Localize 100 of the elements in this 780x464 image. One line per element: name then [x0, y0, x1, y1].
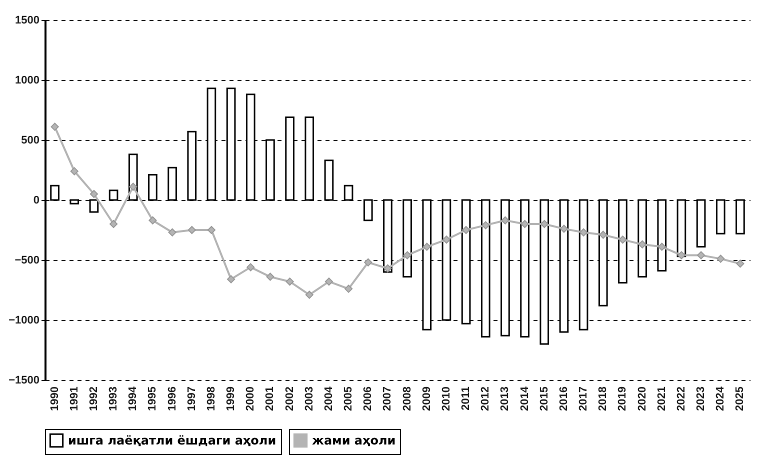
x-tick-label: 2022: [675, 386, 688, 411]
x-tick-label: 1998: [205, 386, 218, 411]
bar: [206, 88, 216, 201]
x-tick-label: 1992: [88, 386, 100, 411]
point: [658, 242, 666, 251]
bar: [736, 199, 745, 234]
bar: [461, 199, 471, 324]
x-tick-label: 1995: [146, 386, 159, 411]
x-tick-label: 1994: [127, 386, 140, 411]
x-tick-label: 1999: [225, 386, 238, 411]
bar: [383, 199, 392, 273]
bar: [148, 174, 158, 201]
point: [227, 275, 236, 284]
x-tick-label: 1996: [166, 386, 178, 411]
bar: [168, 166, 177, 201]
y-tick-label: 1000: [15, 74, 40, 86]
bar: [344, 184, 354, 201]
bar: [598, 199, 608, 306]
point: [618, 236, 627, 244]
y-tick-label: 0: [33, 194, 40, 206]
x-tick-label: 2020: [636, 386, 648, 411]
x-tick-label: 2005: [342, 386, 355, 411]
bar: [638, 199, 647, 278]
bar: [480, 199, 490, 338]
x-tick-label: 2002: [284, 386, 296, 411]
bar: [187, 130, 197, 201]
bar: [70, 199, 80, 204]
point: [403, 251, 412, 260]
bar: [226, 88, 236, 201]
legend-label: жами аҳоли: [312, 434, 396, 448]
point: [520, 220, 529, 228]
x-tick-label: 2007: [382, 386, 394, 411]
point: [442, 236, 450, 244]
bar: [324, 160, 334, 201]
x-tick-label: 2014: [518, 386, 531, 411]
point: [422, 242, 431, 251]
x-tick-label: 2021: [656, 386, 668, 411]
bar: [716, 199, 726, 234]
point: [560, 224, 568, 233]
point: [129, 182, 138, 191]
x-tick-label: 1991: [68, 386, 80, 411]
point: [70, 167, 78, 176]
point: [716, 254, 725, 263]
point: [90, 190, 98, 198]
bar: [50, 184, 60, 201]
x-tick-label: 1997: [186, 386, 198, 411]
point: [110, 220, 118, 228]
point: [501, 216, 510, 224]
point: [736, 260, 744, 268]
y-tick-label: 500: [21, 134, 40, 146]
point: [580, 228, 588, 236]
x-tick-label: 2009: [420, 386, 433, 411]
point: [188, 226, 196, 234]
x-tick-label: 2025: [734, 386, 746, 411]
point: [462, 226, 470, 234]
x-tick-label: 2024: [714, 386, 727, 411]
x-tick-label: 2003: [303, 386, 316, 411]
x-tick-label: 2010: [440, 386, 452, 411]
x-tick-label: 2015: [538, 386, 550, 411]
point: [305, 290, 314, 299]
x-tick-label: 1990: [48, 386, 61, 411]
point: [50, 122, 59, 131]
point: [482, 221, 490, 230]
point: [168, 228, 176, 236]
point: [266, 272, 274, 281]
point: [207, 226, 216, 234]
legend-label: ишга лаёқатли ёшдаги аҳоли: [68, 434, 276, 448]
point: [384, 264, 392, 272]
bar: [108, 190, 118, 201]
bar: [696, 199, 706, 248]
x-tick-label: 2023: [695, 386, 708, 411]
x-tick-label: 2018: [597, 386, 610, 411]
point: [364, 258, 372, 266]
point: [599, 230, 608, 239]
x-tick-label: 2001: [264, 386, 276, 411]
x-tick-label: 2006: [362, 386, 374, 411]
point: [638, 240, 646, 248]
point: [677, 251, 686, 260]
x-tick-label: 2008: [401, 386, 414, 411]
bar: [657, 199, 667, 272]
bar: [285, 116, 294, 201]
point: [344, 284, 353, 293]
bar: [442, 199, 452, 321]
bar: [246, 94, 256, 201]
x-tick-label: 2000: [244, 386, 257, 411]
y-tick-label: 1500: [15, 14, 40, 26]
x-tick-label: 2019: [616, 386, 629, 411]
x-tick-label: 2013: [499, 386, 512, 411]
point: [540, 220, 548, 228]
y-tick-label: −500: [14, 254, 40, 266]
bar: [618, 199, 628, 284]
y-tick-label: −1000: [8, 314, 40, 326]
x-tick-label: 2016: [558, 386, 570, 411]
x-tick-label: 2017: [578, 386, 590, 411]
point: [324, 278, 333, 286]
x-tick-label: 2011: [460, 386, 472, 410]
bar: [520, 199, 530, 338]
x-tick-label: 2004: [322, 386, 335, 411]
x-tick-label: 1993: [108, 386, 120, 411]
bar: [540, 199, 550, 345]
